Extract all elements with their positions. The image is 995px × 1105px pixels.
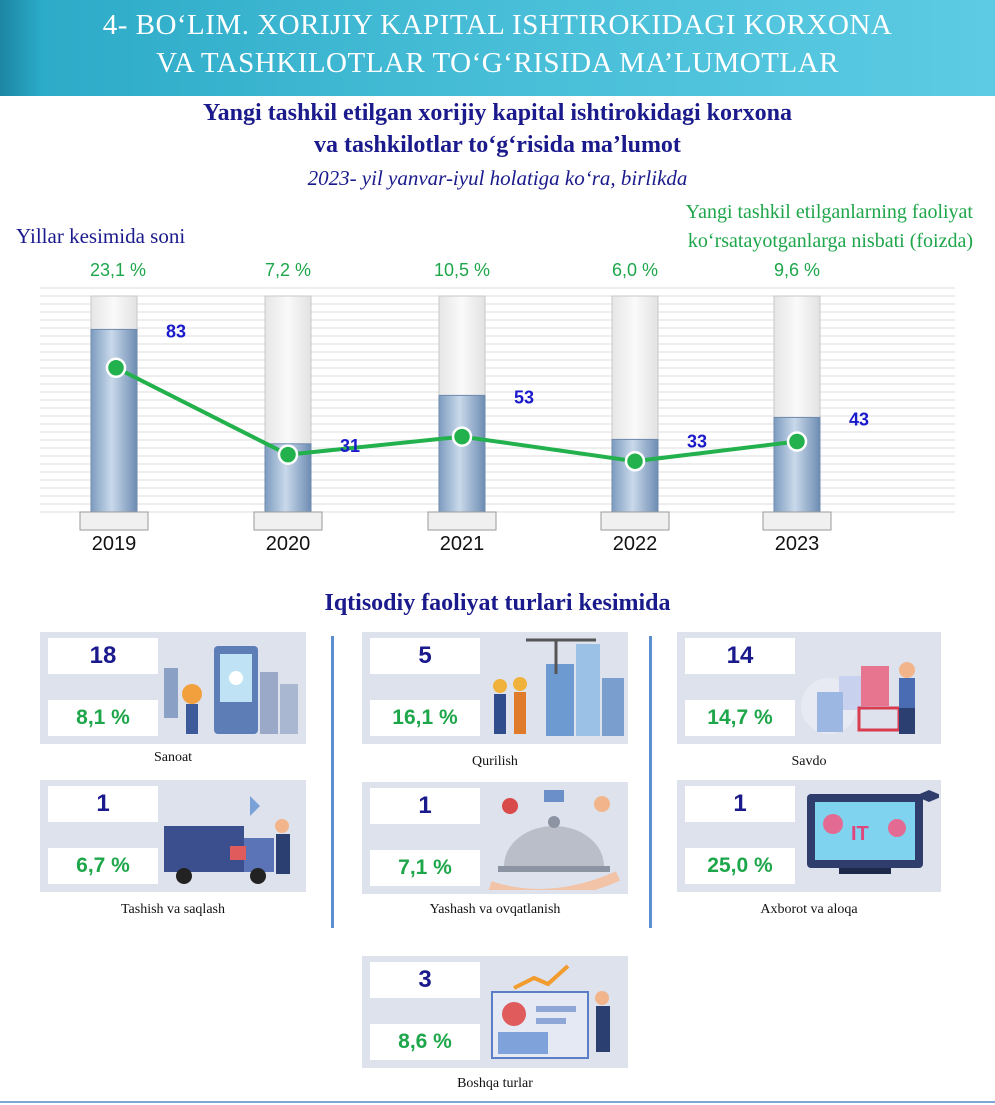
section-title: Iqtisodiy faoliyat turlari kesimida <box>324 590 671 616</box>
category-card-savdo: 14 14,7 % <box>677 632 941 744</box>
percent-point <box>624 450 646 472</box>
column-divider-left <box>331 636 334 928</box>
chart-percent-line <box>105 357 808 472</box>
percent-point <box>786 431 808 452</box>
category-percent: 25,0 % <box>685 848 795 884</box>
column-divider-right <box>649 636 652 928</box>
bar-2021 <box>438 394 486 513</box>
bar-value-label: 83 <box>166 321 186 341</box>
count-axis-label: Yillar kesimida soni <box>16 224 186 248</box>
banner-title-line2: VA TASHKILOTLAR TO‘G‘RISIDA MA’LUMOTLAR <box>156 47 839 79</box>
analytics-icon <box>491 964 610 1059</box>
bar-base <box>79 511 149 531</box>
bar-2019 <box>90 328 138 513</box>
category-name-qurilish: Qurilish <box>472 754 518 769</box>
construction-icon <box>493 638 624 736</box>
percent-point <box>105 357 127 378</box>
truck-icon <box>164 796 290 884</box>
percent-point <box>277 444 299 465</box>
bar-base <box>762 511 832 531</box>
section-banner: 4- BO‘LIM. XORIJIY KAPITAL ISHTIROKIDAGI… <box>0 0 995 96</box>
factory-icon <box>164 646 298 734</box>
category-count: 1 <box>48 786 158 822</box>
category-count: 3 <box>370 962 480 998</box>
chart-heading-line2: va tashkilotlar to‘g‘risida ma’lumot <box>314 132 681 158</box>
chart-heading-line1: Yangi tashkil etilgan xorijiy kapital is… <box>203 100 792 126</box>
it-icon: IT <box>807 790 939 874</box>
x-tick-label: 2022 <box>613 533 658 555</box>
percent-label: 9,6 % <box>774 260 820 280</box>
category-name-yashash: Yashash va ovqatlanish <box>429 902 561 917</box>
category-percent: 8,6 % <box>370 1024 480 1060</box>
category-name-sanoat: Sanoat <box>153 750 193 765</box>
banner-title: 4- BO‘LIM. XORIJIY KAPITAL ISHTIROKIDAGI… <box>0 6 995 82</box>
banner-accent <box>0 0 40 96</box>
percent-label: 23,1 % <box>90 260 146 280</box>
category-count: 1 <box>685 786 795 822</box>
category-card-boshqa: 3 8,6 % <box>362 956 628 1068</box>
category-card-qurilish: 5 16,1 % <box>362 632 628 744</box>
bar-value-label: 43 <box>849 409 869 429</box>
percent-point <box>451 426 473 447</box>
bar-value-label: 53 <box>514 387 534 407</box>
x-tick-label: 2019 <box>92 533 137 555</box>
category-count: 5 <box>370 638 480 674</box>
bar-2022 <box>611 438 659 513</box>
svg-text:IT: IT <box>851 823 869 845</box>
category-percent: 8,1 % <box>48 700 158 736</box>
bar-base <box>600 511 670 531</box>
category-card-sanoat: 18 8,1 % <box>40 632 306 744</box>
banner-title-line1: 4- BO‘LIM. XORIJIY KAPITAL ISHTIROKIDAGI… <box>102 9 893 41</box>
percent-axis-label-line2: ko‘rsatayotganlarga nisbati (foizda) <box>687 230 973 252</box>
category-name-tashish: Tashish va saqlash <box>120 902 225 917</box>
x-tick-label: 2023 <box>775 533 820 555</box>
chart-period: 2023- yil yanvar-iyul holatiga ko‘ra, bi… <box>307 166 688 190</box>
category-percent: 6,7 % <box>48 848 158 884</box>
category-card-yashash: 1 7,1 % <box>362 782 628 894</box>
x-tick-label: 2020 <box>266 533 311 555</box>
page-bottom-rule <box>0 1101 995 1103</box>
percent-axis-label: Yangi tashkil etilganlarning faoliyat ko… <box>613 198 973 256</box>
category-name-boshqa: Boshqa turlar <box>457 1076 533 1091</box>
category-percent: 14,7 % <box>685 700 795 736</box>
chart-bars <box>79 295 832 531</box>
category-percent: 7,1 % <box>370 850 480 886</box>
bar-value-label: 31 <box>340 436 360 456</box>
category-count: 14 <box>685 638 795 674</box>
category-percent: 16,1 % <box>370 700 480 736</box>
category-count: 18 <box>48 638 158 674</box>
percent-label: 10,5 % <box>434 260 490 280</box>
category-card-axborot: 1 25,0 % IT <box>677 780 941 892</box>
percent-label: 6,0 % <box>612 260 658 280</box>
x-tick-label: 2021 <box>440 533 485 555</box>
chart-labels: 2019 83 23,1 % 2020 31 7,2 % 2021 53 10,5 % 2022 3… <box>90 260 869 555</box>
percent-label: 7,2 % <box>265 260 311 280</box>
bar-base <box>253 511 323 531</box>
shopping-icon <box>801 662 915 734</box>
category-name-savdo: Savdo <box>791 754 827 769</box>
bar-line-chart: 2019 83 23,1 % 2020 31 7,2 % 2021 53 10,5 % 2022 3… <box>40 260 955 555</box>
category-count: 1 <box>370 788 480 824</box>
cloche-icon <box>488 790 621 890</box>
percent-axis-label-line1: Yangi tashkil etilganlarning faoliyat <box>685 201 973 223</box>
bar-value-label: 33 <box>687 431 707 451</box>
category-name-axborot: Axborot va aloqa <box>760 902 858 917</box>
bar-base <box>427 511 497 531</box>
category-card-tashish: 1 6,7 % <box>40 780 306 892</box>
